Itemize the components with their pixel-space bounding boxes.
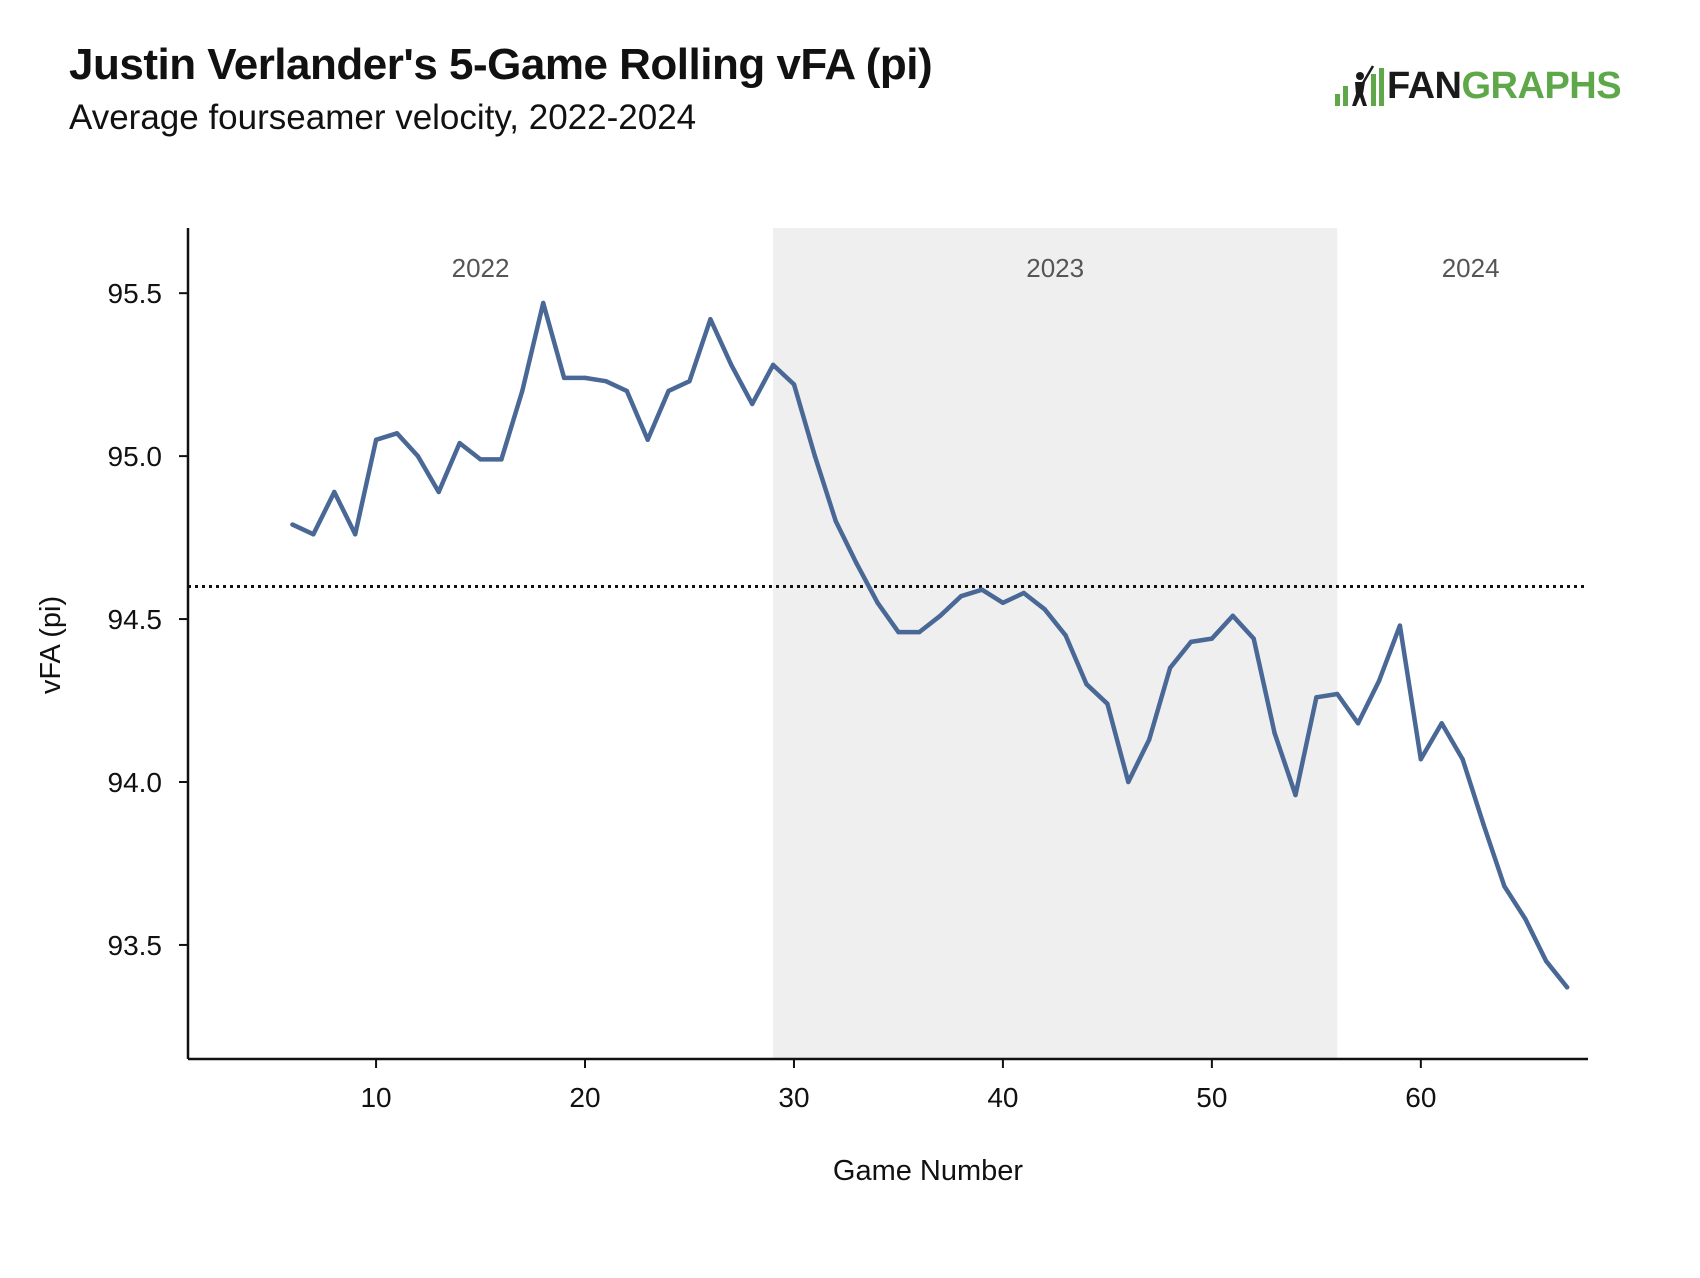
data-point [917, 629, 922, 635]
y-tick-label: 95.0 [108, 441, 163, 472]
chart-title: Justin Verlander's 5-Game Rolling vFA (p… [69, 40, 933, 89]
y-axis-title: vFA (pi) [35, 596, 67, 694]
data-point [1251, 636, 1256, 641]
data-point [1272, 730, 1277, 736]
logo-text-graphs: GRAPHS [1461, 65, 1622, 107]
data-point [1502, 884, 1507, 889]
data-point [1063, 633, 1068, 638]
data-point [582, 375, 588, 381]
x-tick-label: 20 [569, 1082, 600, 1113]
y-tick-label: 94.5 [108, 604, 163, 635]
data-point [958, 594, 964, 599]
data-point [938, 613, 943, 618]
data-point [1230, 613, 1235, 618]
data-point [1042, 607, 1047, 612]
data-point [896, 629, 901, 635]
y-tick-label: 95.5 [108, 278, 163, 309]
data-point [791, 382, 797, 387]
data-point [541, 300, 546, 306]
data-point [1460, 756, 1465, 762]
season-label-2022: 2022 [452, 253, 510, 283]
data-point [1167, 665, 1173, 671]
y-tick-label: 93.5 [108, 930, 163, 961]
data-point [603, 378, 609, 384]
data-point [1188, 639, 1194, 645]
season-label-2023: 2023 [1026, 253, 1084, 283]
x-tick-label: 40 [987, 1082, 1018, 1113]
x-axis-title: Game Number [833, 1155, 1024, 1187]
x-tick-label: 50 [1196, 1082, 1227, 1113]
series-layer [290, 300, 1570, 990]
data-point [729, 362, 734, 368]
data-point [1544, 959, 1549, 964]
data-point [1397, 623, 1403, 628]
data-point [624, 388, 630, 394]
axes: 10 20 30 40 50 60 93.5 94.0 94.5 95.0 95.5 [108, 228, 1588, 1113]
data-point [1105, 701, 1110, 706]
data-point [979, 587, 985, 592]
data-point [352, 532, 358, 537]
data-point [1481, 822, 1486, 827]
batter-bars-icon [1335, 65, 1384, 106]
data-point [812, 453, 818, 459]
data-point [1314, 695, 1319, 700]
x-tick-label: 10 [360, 1082, 391, 1113]
data-point [1355, 721, 1361, 726]
data-point [875, 600, 880, 605]
data-point [1523, 916, 1528, 922]
data-point [415, 453, 421, 459]
data-point [1418, 756, 1424, 762]
data-point [373, 437, 379, 443]
data-point [394, 431, 400, 436]
data-point [332, 489, 337, 495]
data-point [1376, 678, 1382, 684]
data-point [1335, 691, 1340, 697]
data-point [311, 532, 316, 537]
season-bands: 2022 2023 2024 [452, 228, 1500, 1059]
data-point [1000, 600, 1006, 605]
data-point [645, 437, 650, 443]
data-point [478, 457, 483, 462]
data-point [770, 362, 776, 368]
data-point [520, 388, 525, 394]
data-point [854, 561, 859, 566]
season-band-shade-2023 [773, 228, 1338, 1059]
fangraphs-logo: FANGRAPHS [1333, 62, 1622, 110]
data-point [1439, 721, 1444, 726]
data-point [499, 457, 504, 462]
data-point [687, 378, 692, 384]
data-point [436, 489, 441, 495]
data-point [833, 519, 838, 524]
data-point [1084, 682, 1089, 687]
series-line-0 [290, 300, 1570, 990]
data-point [561, 375, 567, 381]
data-point [457, 440, 462, 446]
data-point [1146, 737, 1152, 742]
logo-text-fan: FAN [1387, 65, 1462, 107]
x-tick-label: 60 [1405, 1082, 1436, 1113]
data-point [1564, 985, 1570, 990]
season-label-2024: 2024 [1442, 253, 1500, 283]
data-point [1126, 779, 1131, 785]
data-point [290, 522, 295, 527]
data-point [708, 317, 713, 322]
chart-subtitle: Average fourseamer velocity, 2022-2024 [69, 98, 697, 137]
data-point [1021, 590, 1027, 596]
data-point [666, 388, 671, 394]
data-point [1209, 636, 1215, 641]
x-tick-label: 30 [778, 1082, 809, 1113]
data-point [1293, 792, 1298, 798]
y-tick-label: 94.0 [108, 767, 163, 798]
data-point [749, 401, 755, 407]
